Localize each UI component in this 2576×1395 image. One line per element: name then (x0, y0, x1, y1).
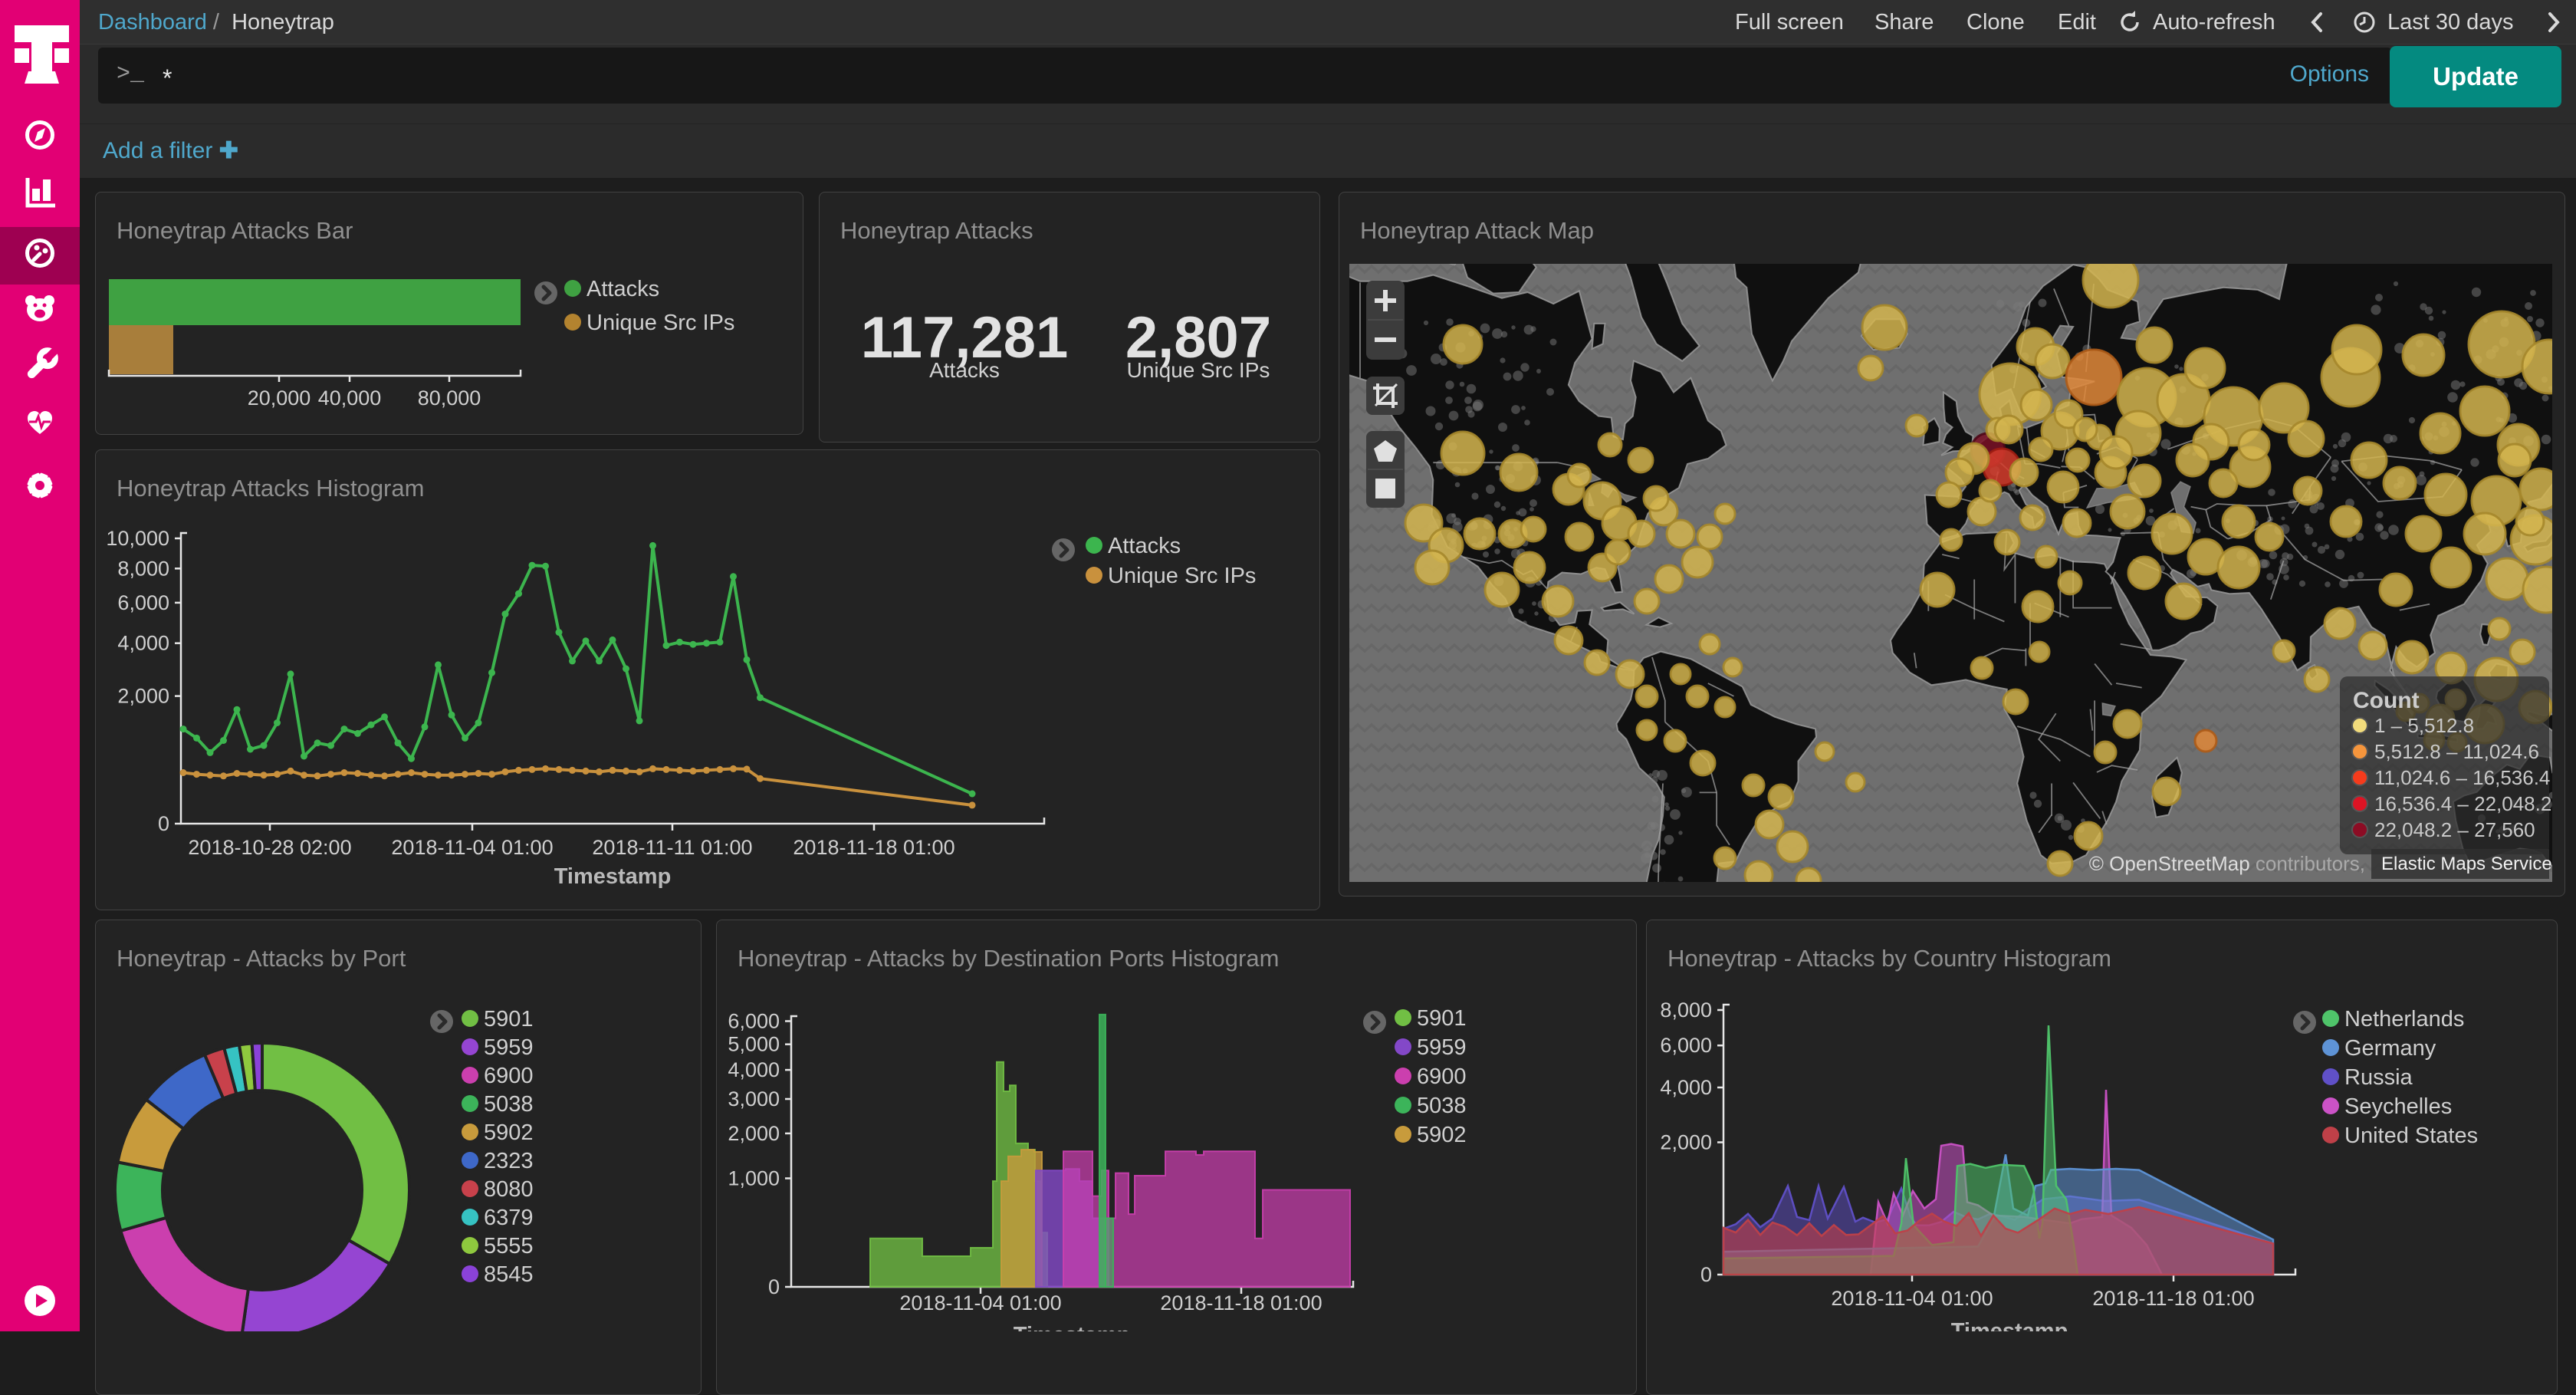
svg-text:Unique Src IPs: Unique Src IPs (586, 311, 734, 335)
svg-text:80,000: 80,000 (418, 387, 481, 410)
svg-text:3,000: 3,000 (728, 1087, 780, 1110)
svg-text:Elastic Maps Service: Elastic Maps Service (2381, 854, 2552, 874)
svg-text:6,000: 6,000 (728, 1010, 780, 1033)
svg-text:22,048.2 – 27,560: 22,048.2 – 27,560 (2374, 818, 2535, 841)
svg-text:2018-11-18 01:00: 2018-11-18 01:00 (2092, 1287, 2254, 1310)
svg-text:5902: 5902 (1417, 1123, 1467, 1147)
svg-text:Russia: Russia (2344, 1065, 2413, 1090)
svg-text:© OpenStreetMap contributors,: © OpenStreetMap contributors, (2089, 852, 2365, 875)
svg-text:Seychelles: Seychelles (2344, 1094, 2452, 1119)
svg-text:Netherlands: Netherlands (2344, 1007, 2464, 1031)
svg-text:2018-11-04 01:00: 2018-11-04 01:00 (391, 836, 553, 859)
svg-text:2018-11-18 01:00: 2018-11-18 01:00 (1160, 1291, 1322, 1314)
svg-text:5901: 5901 (1417, 1006, 1467, 1031)
svg-text:5959: 5959 (484, 1035, 534, 1060)
svg-text:Timestamp: Timestamp (554, 864, 672, 889)
svg-text:2018-11-18 01:00: 2018-11-18 01:00 (793, 836, 955, 859)
svg-text:5038: 5038 (1417, 1094, 1467, 1118)
svg-text:Timestamp: Timestamp (1951, 1319, 2068, 1331)
svg-text:Timestamp: Timestamp (1014, 1323, 1131, 1331)
svg-text:11,024.6 – 16,536.4: 11,024.6 – 16,536.4 (2374, 766, 2550, 789)
svg-text:1,000: 1,000 (728, 1167, 780, 1190)
svg-text:2323: 2323 (484, 1149, 534, 1173)
svg-text:Germany: Germany (2344, 1036, 2436, 1061)
svg-text:5,000: 5,000 (728, 1033, 780, 1056)
svg-text:2018-10-28 02:00: 2018-10-28 02:00 (188, 836, 351, 859)
svg-text:Attacks: Attacks (929, 358, 1000, 382)
svg-text:0: 0 (158, 812, 169, 835)
svg-text:8,000: 8,000 (1660, 999, 1712, 1022)
svg-text:4,000: 4,000 (728, 1058, 780, 1081)
svg-text:2,000: 2,000 (117, 685, 169, 708)
svg-text:16,536.4 – 22,048.2: 16,536.4 – 22,048.2 (2374, 792, 2551, 815)
svg-text:2,000: 2,000 (1660, 1131, 1712, 1154)
svg-text:5,512.8 – 11,024.6: 5,512.8 – 11,024.6 (2374, 740, 2539, 763)
svg-text:2,000: 2,000 (728, 1122, 780, 1145)
svg-text:5902: 5902 (484, 1120, 534, 1145)
svg-text:4,000: 4,000 (1660, 1076, 1712, 1099)
svg-text:6,000: 6,000 (117, 591, 169, 614)
svg-text:5901: 5901 (484, 1007, 534, 1031)
svg-text:Count: Count (2353, 688, 2420, 713)
svg-text:5038: 5038 (484, 1092, 534, 1117)
svg-text:Unique Src IPs: Unique Src IPs (1108, 564, 1256, 588)
svg-text:20,000: 20,000 (248, 387, 311, 410)
svg-text:1 – 5,512.8: 1 – 5,512.8 (2374, 714, 2474, 737)
svg-text:2018-11-04 01:00: 2018-11-04 01:00 (1831, 1287, 1993, 1310)
svg-text:Attacks: Attacks (586, 277, 659, 301)
svg-text:6,000: 6,000 (1660, 1034, 1712, 1057)
svg-text:5959: 5959 (1417, 1035, 1467, 1060)
svg-text:4,000: 4,000 (117, 632, 169, 655)
svg-text:6379: 6379 (484, 1206, 534, 1230)
svg-text:0: 0 (768, 1275, 780, 1298)
svg-text:8080: 8080 (484, 1177, 534, 1202)
svg-text:2018-11-11 01:00: 2018-11-11 01:00 (592, 836, 752, 859)
svg-text:0: 0 (1700, 1263, 1712, 1286)
svg-text:10,000: 10,000 (106, 527, 169, 550)
svg-text:8545: 8545 (484, 1262, 534, 1287)
svg-text:5555: 5555 (484, 1234, 534, 1258)
svg-text:2018-11-04 01:00: 2018-11-04 01:00 (899, 1291, 1061, 1314)
svg-text:United States: United States (2344, 1124, 2478, 1148)
svg-text:Attacks: Attacks (1108, 534, 1181, 558)
svg-text:6900: 6900 (1417, 1064, 1467, 1089)
svg-text:Unique Src IPs: Unique Src IPs (1127, 358, 1270, 382)
svg-text:40,000: 40,000 (318, 387, 382, 410)
svg-text:8,000: 8,000 (117, 557, 169, 580)
svg-text:6900: 6900 (484, 1064, 534, 1088)
